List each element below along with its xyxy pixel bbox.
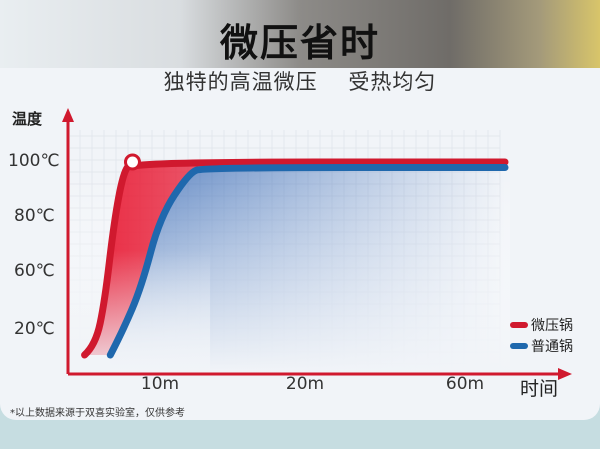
y-tick-label: 20℃ bbox=[14, 319, 55, 339]
banner-image bbox=[0, 0, 600, 80]
legend-label: 普通锅 bbox=[531, 339, 573, 355]
x-tick-label: 10m bbox=[140, 374, 180, 394]
series-line-regular bbox=[106, 164, 509, 359]
x-axis-arrow-icon bbox=[558, 368, 572, 380]
y-tick-label: 60℃ bbox=[14, 261, 55, 281]
y-tick-label: 100℃ bbox=[8, 151, 60, 171]
page-subtitle: 独特的高温微压 受热均匀 bbox=[163, 70, 437, 94]
area-fade bbox=[70, 250, 210, 372]
y-axis-arrow-icon bbox=[62, 108, 74, 122]
series-line-micro-pressure bbox=[81, 158, 509, 359]
x-tick-label: 20m bbox=[285, 374, 325, 394]
area-fill-micro-pressure bbox=[84, 162, 505, 355]
y-axis-title: 温度 bbox=[12, 110, 43, 128]
x-axis-title: 时间 bbox=[520, 378, 559, 400]
legend-item-micro-pressure: 微压锅 bbox=[510, 315, 573, 335]
peak-marker bbox=[123, 153, 141, 171]
x-tick-label: 60m bbox=[445, 374, 485, 394]
legend-swatch bbox=[510, 343, 528, 349]
y-tick-label: 80℃ bbox=[14, 206, 55, 226]
page-title: 微压省时 bbox=[219, 21, 380, 65]
legend-label: 微压锅 bbox=[531, 318, 573, 334]
legend-item-regular: 普通锅 bbox=[510, 336, 573, 356]
footnote: *以上数据来源于双喜实验室，仅供参考 bbox=[10, 408, 185, 419]
legend-swatch bbox=[510, 322, 528, 328]
